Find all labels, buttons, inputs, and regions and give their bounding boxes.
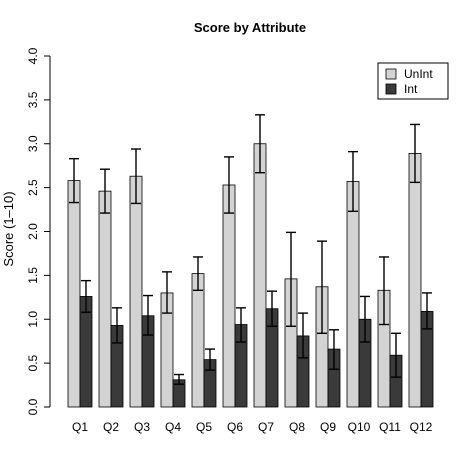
chart-title: Score by Attribute [194,20,306,35]
error-bar-int-q3 [143,294,153,336]
y-tick-label: 0.5 [26,354,40,371]
y-tick-label: 2.0 [26,223,40,240]
error-bar-int-q5 [205,348,215,371]
legend-label-unint: UnInt [404,67,433,81]
bar-unint-q2 [98,190,112,408]
error-bar-int-q4 [174,373,184,385]
error-bar-int-q10 [360,295,370,343]
error-bar-unint-q9 [317,240,327,334]
legend-label-int: Int [404,82,418,96]
y-tick-label: 2.5 [26,179,40,196]
x-tick-label: Q7 [258,420,274,434]
bar-unint-q7 [253,143,267,408]
error-bar-unint-q7 [255,114,265,174]
x-tick-label: Q3 [134,420,150,434]
legend-swatch-unint [385,68,397,80]
x-tick-label: Q5 [196,420,212,434]
error-bar-unint-q10 [348,150,358,213]
y-axis: 0.0 0.5 1.0 1.5 2.0 2.5 3.0 3.5 4.0 [26,47,51,415]
bar-unint-q6 [222,184,236,408]
y-tick-label: 4.0 [26,47,40,64]
x-tick-label: Q1 [72,420,88,434]
y-tick-label: 1.5 [26,267,40,284]
x-tick-label: Q2 [103,420,119,434]
bar-int-q1 [79,296,93,408]
error-bar-unint-q3 [131,148,141,205]
x-tick-label: Q9 [320,420,336,434]
error-bar-unint-q4 [162,271,172,314]
x-tick-label: Q12 [410,420,433,434]
y-tick-label: 3.0 [26,135,40,152]
x-tick-label: Q11 [379,420,401,434]
plot-area [67,114,434,408]
error-bar-int-q2 [112,307,122,344]
error-bar-unint-q6 [224,156,234,214]
error-bar-int-q9 [329,329,339,370]
error-bar-int-q11 [391,332,401,378]
legend-swatch-int [385,83,397,95]
bar-unint-q3 [129,175,143,408]
error-bar-unint-q2 [100,168,110,214]
y-tick-label: 1.0 [26,311,40,328]
x-tick-label: Q10 [348,420,371,434]
x-tick-label: Q6 [227,420,243,434]
y-tick-label: 0.0 [26,398,40,415]
bar-unint-q1 [67,180,81,408]
error-bar-unint-q8 [286,231,296,327]
error-bar-int-q6 [236,307,246,343]
y-tick-label: 3.5 [26,91,40,108]
error-bar-unint-q11 [379,256,389,326]
error-bar-unint-q5 [193,256,203,291]
error-bar-int-q1 [81,279,91,313]
bar-unint-q5 [191,273,205,408]
bar-unint-q12 [408,153,422,408]
bar-unint-q10 [346,181,360,408]
error-bar-unint-q1 [69,157,79,204]
x-axis: Q1 Q2 Q3 Q4 Q5 Q6 Q7 Q8 Q9 Q10 Q11 Q12 [72,420,433,434]
error-bar-int-q8 [298,312,308,359]
y-axis-label: Score (1–10) [1,191,16,266]
error-bar-unint-q12 [410,123,420,184]
x-tick-label: Q4 [165,420,181,434]
x-tick-label: Q8 [289,420,305,434]
error-bar-int-q7 [267,290,277,327]
error-bar-int-q12 [422,292,432,330]
